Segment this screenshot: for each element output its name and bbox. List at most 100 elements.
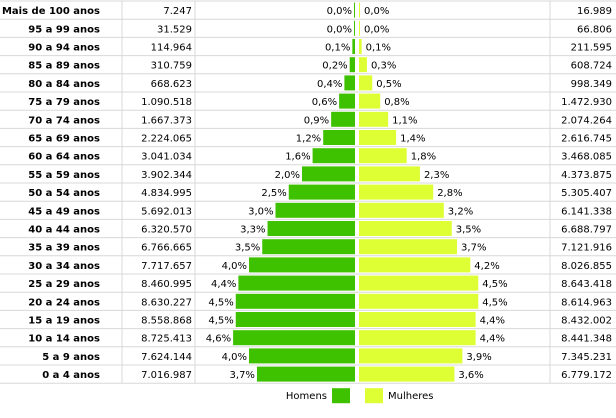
women-population-label: 8.441.348 [561,334,612,345]
women-population-label: 8.432.002 [561,316,612,327]
men-population-label: 310.759 [151,61,192,72]
age-group-label: 0 a 4 anos [42,370,100,381]
women-bar [359,184,434,200]
women-bar [359,366,455,382]
men-bar [267,221,355,236]
men-bar [323,130,355,145]
women-population-label: 2.074.264 [561,115,612,126]
men-population-label: 1.090.518 [141,97,192,108]
women-percent-label: 0,8% [384,97,409,108]
age-group-label: 65 a 69 anos [28,134,100,145]
age-group-label: 45 a 49 anos [28,206,100,217]
age-group-label: 20 a 24 anos [28,297,100,308]
men-population-label: 6.320.570 [141,225,192,236]
men-percent-label: 3,0% [248,206,273,217]
legend-women-swatch [365,388,383,404]
men-bar [262,239,355,255]
women-percent-label: 2,3% [424,170,449,181]
men-bar [249,257,355,273]
women-bar [359,239,458,255]
age-group-label: 25 a 29 anos [28,279,100,290]
men-percent-label: 3,7% [230,370,255,381]
men-percent-label: 4,4% [211,279,236,290]
men-percent-label: 4,0% [222,352,247,363]
age-group-label: 80 a 84 anos [28,79,100,90]
age-group-label: 60 a 64 anos [28,152,100,163]
men-percent-label: 3,3% [240,225,265,236]
women-percent-label: 3,2% [448,206,473,217]
men-population-label: 7.016.987 [141,370,192,381]
men-bar [288,184,355,200]
women-bar [359,221,452,236]
women-population-label: 7.121.916 [561,243,612,254]
legend-women-label: Mulheres [388,391,434,402]
men-percent-label: 0,1% [325,43,350,54]
women-percent-label: 3,6% [458,370,483,381]
men-bar [354,2,355,18]
men-population-label: 6.766.665 [141,243,192,254]
women-population-label: 16.989 [577,6,612,17]
men-percent-label: 0,2% [322,61,347,72]
women-bar [359,111,389,127]
women-bar [359,348,463,364]
men-percent-label: 4,0% [222,261,247,272]
women-bar [359,312,476,327]
women-bar [359,330,476,346]
men-percent-label: 2,0% [275,170,300,181]
women-population-label: 5.305.407 [561,188,612,199]
men-population-label: 8.460.995 [141,279,192,290]
men-population-label: 5.692.013 [141,206,192,217]
women-bar [359,130,397,145]
women-bar [359,275,479,291]
men-population-label: 3.041.034 [141,152,192,163]
men-bar [249,348,355,364]
men-percent-label: 4,5% [208,297,233,308]
women-bar [359,93,381,109]
age-group-label: 50 a 54 anos [28,188,100,199]
women-percent-label: 0,5% [376,79,401,90]
women-percent-label: 4,5% [482,279,507,290]
women-bar [359,257,471,273]
women-bar [359,57,367,73]
men-bar [235,312,355,327]
women-population-label: 8.643.418 [561,279,612,290]
women-percent-label: 2,8% [437,188,462,199]
men-population-label: 8.725.413 [141,334,192,345]
legend-men-swatch [332,388,350,404]
women-percent-label: 0,1% [366,43,391,54]
men-percent-label: 4,5% [208,316,233,327]
women-percent-label: 4,4% [480,316,505,327]
men-population-label: 7.717.657 [141,261,192,272]
women-percent-label: 4,4% [480,334,505,345]
women-percent-label: 3,9% [466,352,491,363]
men-population-label: 114.964 [151,43,192,54]
men-bar [339,93,355,109]
women-bar [359,148,407,164]
women-population-label: 998.349 [571,79,612,90]
men-bar [235,293,355,309]
women-population-label: 6.779.172 [561,370,612,381]
women-percent-label: 4,2% [474,261,499,272]
men-bar [331,111,355,127]
men-population-label: 8.558.868 [141,316,192,327]
women-percent-label: 4,5% [482,297,507,308]
women-bar [359,202,444,218]
women-population-label: 66.806 [577,24,612,35]
women-bar [359,39,362,54]
women-percent-label: 3,5% [456,225,481,236]
men-population-label: 7.624.144 [141,352,192,363]
age-group-label: Mais de 100 anos [2,6,100,17]
men-percent-label: 2,5% [261,188,286,199]
men-population-label: 7.247 [163,6,192,17]
men-population-label: 8.630.227 [141,297,192,308]
women-percent-label: 3,7% [461,243,486,254]
women-percent-label: 1,1% [392,115,417,126]
men-bar [238,275,355,291]
age-group-label: 55 a 59 anos [28,170,100,181]
men-percent-label: 0,0% [327,6,352,17]
men-population-label: 1.667.373 [141,115,192,126]
men-percent-label: 1,6% [285,152,310,163]
age-group-label: 90 a 94 anos [28,43,100,54]
